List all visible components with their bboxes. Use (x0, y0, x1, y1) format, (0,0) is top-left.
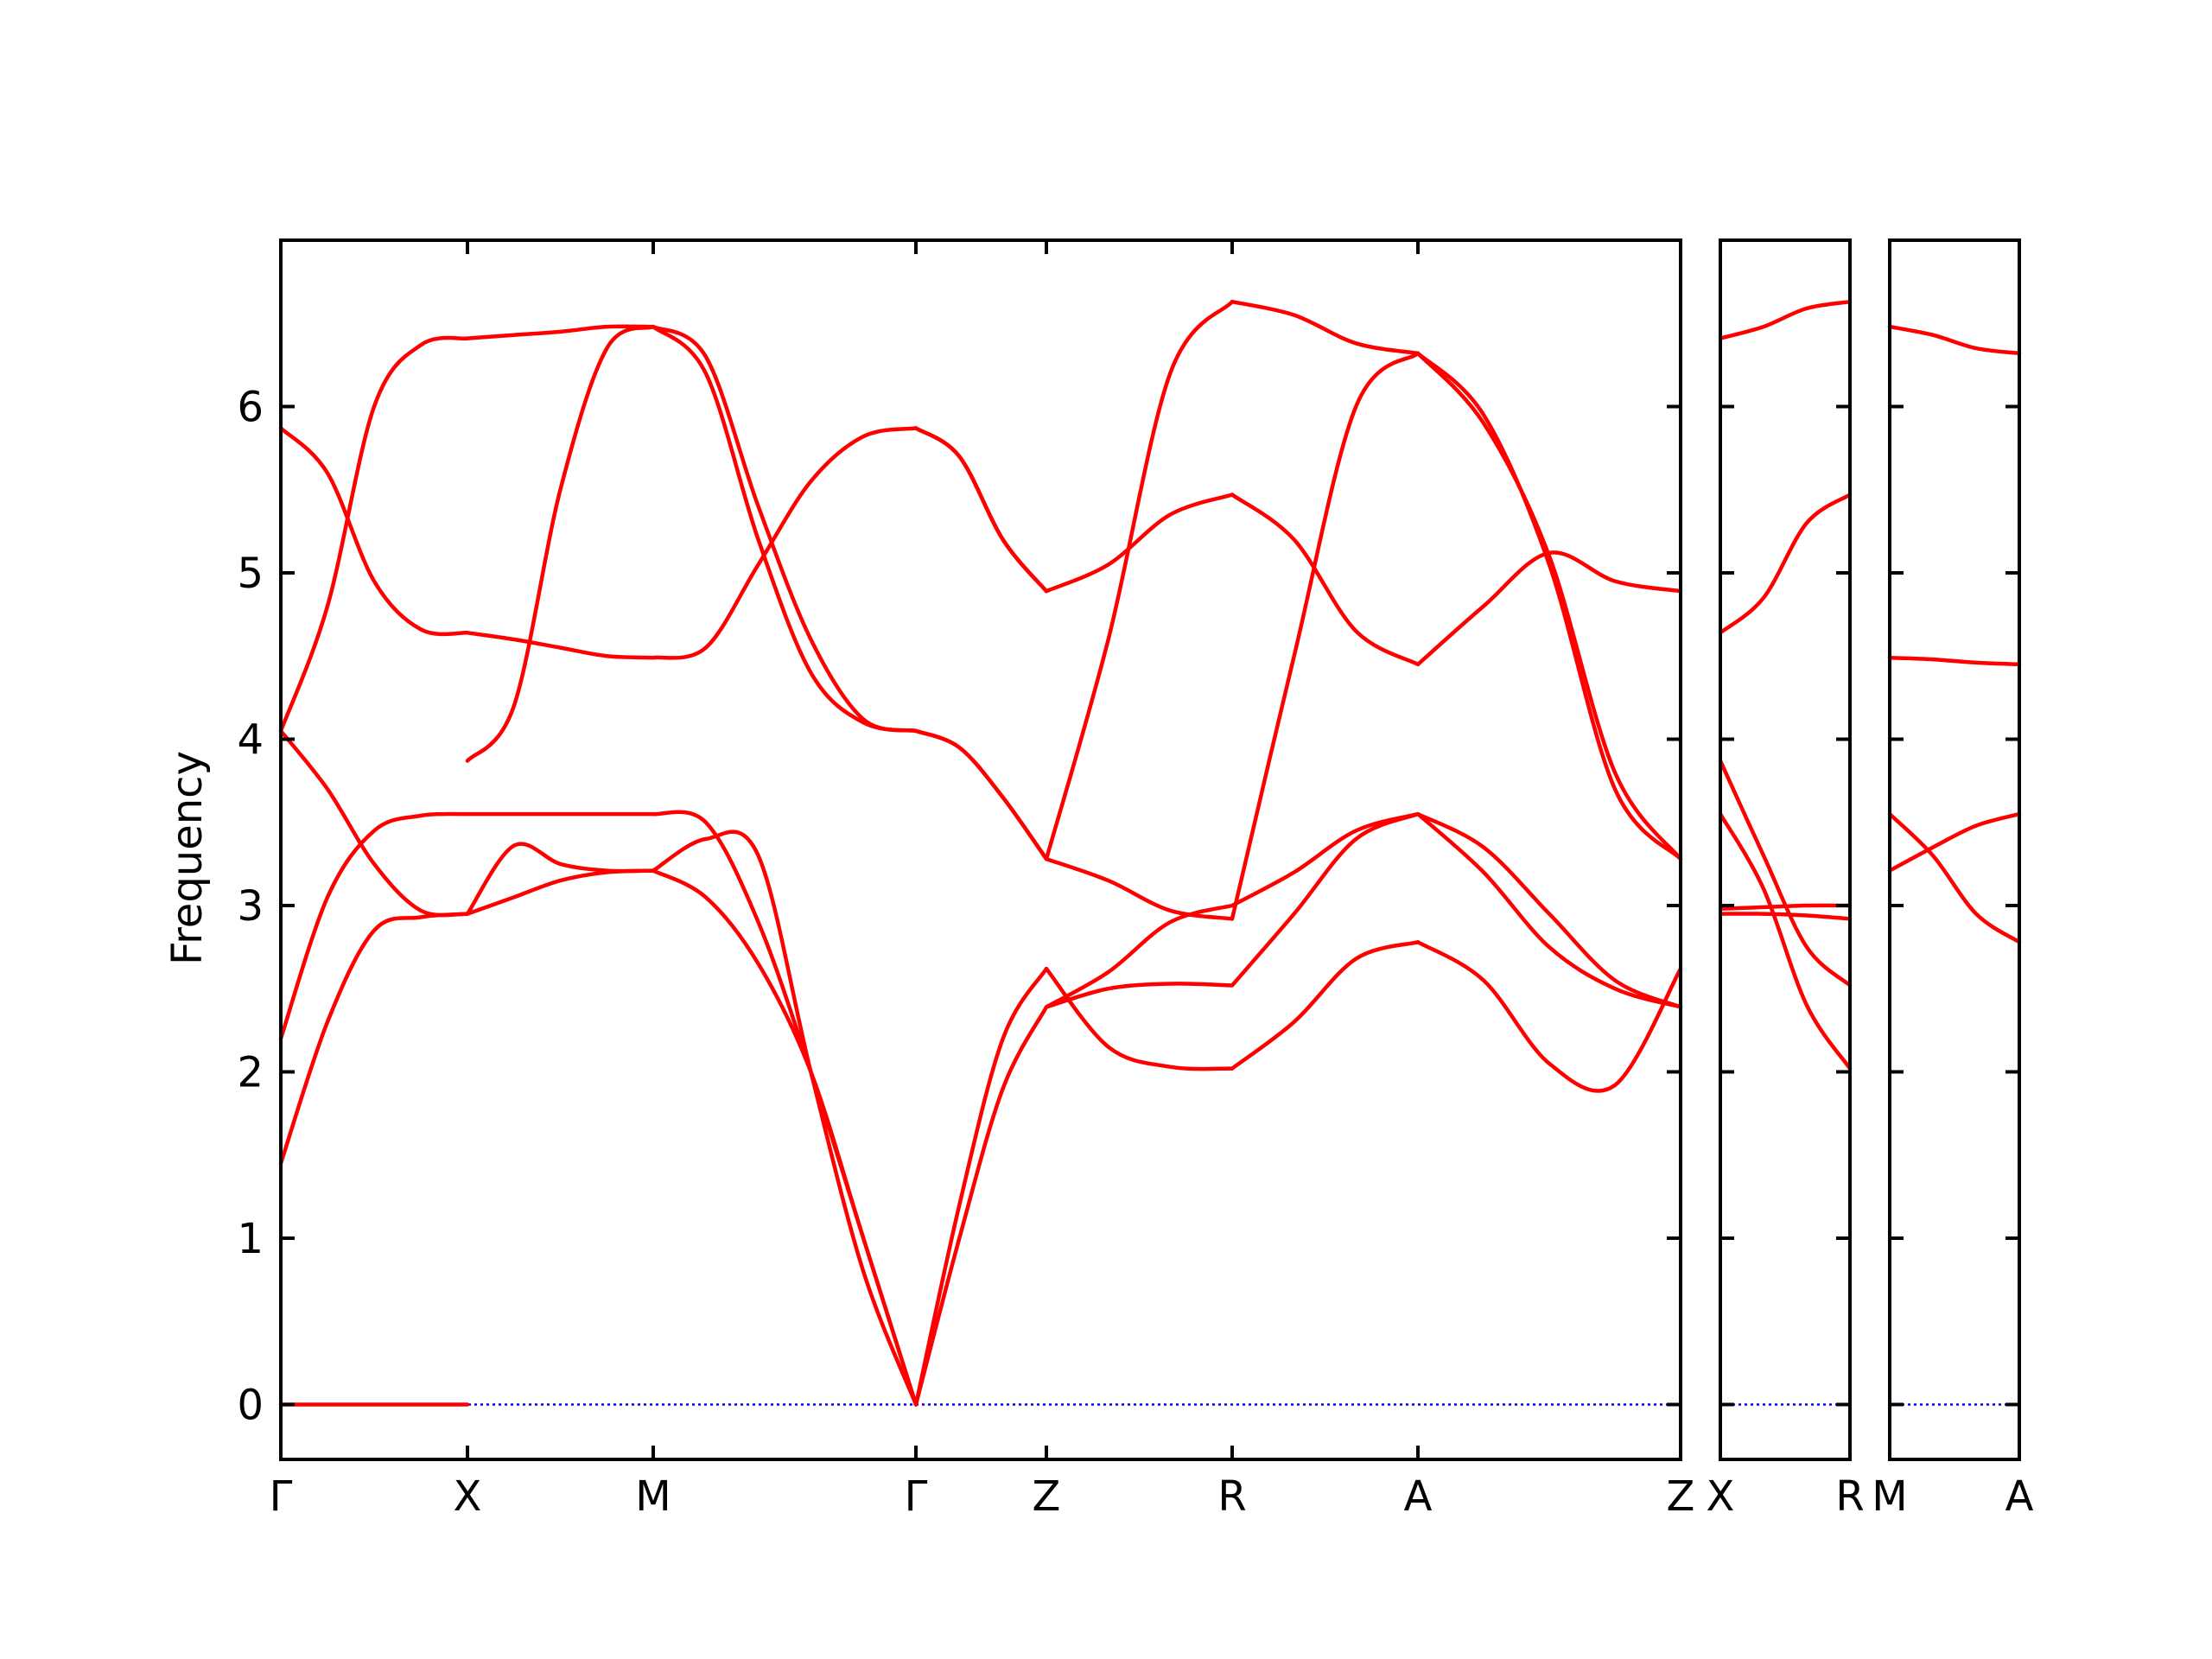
y-axis-label: Frequency (163, 751, 212, 965)
band-1-X-R (1718, 912, 1853, 921)
x-tick-label: R (1217, 1472, 1246, 1521)
x-tick-label: Γ (905, 1472, 928, 1521)
band-6-X-R (1718, 299, 1853, 340)
x-tick-label: A (1404, 1472, 1433, 1521)
x-tick-label: M (635, 1472, 671, 1521)
band-4-A-Z (1415, 351, 1683, 861)
band-1-X-M (465, 868, 656, 916)
band-6-Γ-Z (913, 426, 1049, 594)
panel-frame (1888, 238, 2021, 1461)
band-5-X-R (1718, 493, 1853, 635)
x-tick-label: Z (1667, 1472, 1695, 1521)
panel-frame (279, 238, 1682, 1461)
y-tick-label: 5 (237, 550, 264, 598)
band-4-Z-R (1044, 299, 1235, 861)
band-5-M-Γ (651, 324, 918, 734)
x-tick-label: M (1872, 1472, 1907, 1521)
band-2-M-Γ (651, 830, 918, 1407)
y-tick-label: 6 (237, 383, 264, 431)
band-6-Z-R (1044, 903, 1235, 1009)
band-2-M-A (1887, 811, 2022, 944)
x-tick-label: Γ (270, 1472, 293, 1521)
band-4-R-A (1230, 299, 1421, 356)
band-1-R-A (1230, 811, 1421, 988)
band-6-Γ-X (278, 426, 470, 637)
band-4-X-R (1718, 759, 1853, 988)
band-5-R-A (1230, 493, 1421, 667)
band-6-A-Z (1415, 811, 1683, 1009)
y-tick-label: 1 (237, 1215, 264, 1263)
band-1-Γ-Z (913, 1005, 1049, 1407)
band-2-X-M (465, 842, 656, 916)
band-1-M-A (1887, 811, 2022, 873)
band-2-A-Z (1415, 940, 1683, 1093)
band-1-Z-R (1044, 982, 1235, 1009)
band-4-M-A (1887, 324, 2022, 356)
band-3-M-A (1887, 655, 2022, 667)
band-4-M-Γ (651, 426, 918, 660)
band-2-Γ-X (278, 912, 470, 1166)
x-tick-label: X (1707, 1472, 1735, 1521)
band-2-R-A (1230, 940, 1421, 1071)
band-4-Γ-Z (913, 728, 1049, 861)
y-tick-label: 3 (237, 882, 264, 931)
band-6-R-A (1230, 811, 1421, 908)
band-4-X-M (465, 324, 656, 763)
band-5-Γ-Z (913, 426, 1049, 594)
y-tick-label: 4 (237, 715, 264, 764)
band-3-X-R (1718, 811, 1853, 1071)
y-tick-label: 2 (237, 1048, 264, 1096)
band-4-Γ-X (278, 728, 470, 918)
band-2-Γ-Z (913, 966, 1049, 1407)
band-6-X-M (465, 324, 656, 340)
band-6-M-Γ (651, 324, 918, 734)
panel-1: Γ X M Γ Z R A Z 0 1 2 3 4 5 6 (237, 238, 1695, 1521)
band-1-A-Z (1415, 811, 1683, 1009)
y-tick-label: 0 (237, 1381, 264, 1429)
x-tick-label: R (1835, 1472, 1864, 1521)
band-2-Z-R (1044, 966, 1235, 1071)
band-3-Γ-Z (913, 728, 1049, 861)
band-3-M-Γ (651, 810, 918, 1407)
band-3-Γ-X (278, 811, 470, 1041)
band-3-A-Z (1415, 351, 1683, 861)
band-3-R-A (1230, 351, 1421, 921)
x-tick-label: A (2005, 1472, 2034, 1521)
band-5-A-Z (1415, 550, 1683, 667)
x-tick-label: X (454, 1472, 482, 1521)
band-3-Z-R (1044, 856, 1235, 921)
band-5-Γ-X (278, 335, 470, 734)
panel-frame (1719, 238, 1852, 1461)
band-5-X-M (465, 631, 656, 660)
x-tick-label: Z (1033, 1472, 1061, 1521)
band-5-Z-R (1044, 493, 1235, 594)
